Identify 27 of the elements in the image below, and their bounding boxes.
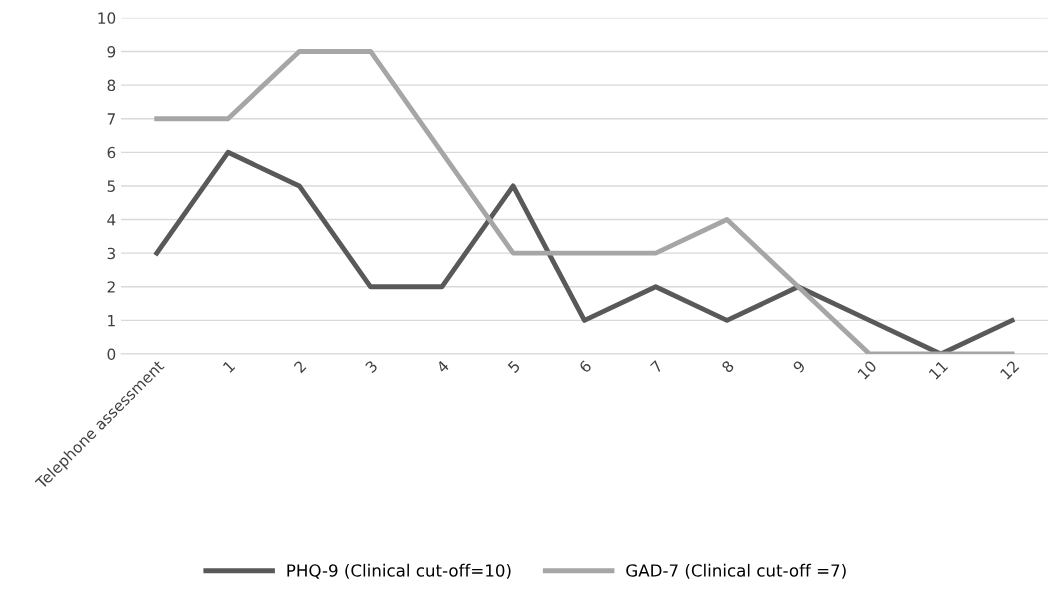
y-tick-label: 5: [107, 180, 115, 192]
x-tick-label: 1: [222, 360, 236, 373]
y-tick-label: 9: [107, 45, 116, 58]
legend-label: GAD-7 (Clinical cut-off =7): [626, 563, 846, 579]
x-tick-label: 8: [721, 359, 735, 374]
x-tick-label: 10: [857, 359, 878, 380]
x-tick-label: 2: [293, 360, 307, 374]
x-tick-label: 12: [999, 360, 1020, 380]
y-tick-label: 3: [107, 247, 116, 260]
y-tick-label: 8: [107, 79, 116, 92]
x-tick-label: 7: [650, 360, 663, 374]
x-tick-label: 6: [578, 359, 593, 374]
y-tick-label: 6: [107, 146, 116, 159]
y-tick-label: 2: [107, 281, 115, 293]
x-tick-label: 9: [792, 359, 806, 374]
y-tick-label: 7: [107, 113, 115, 125]
y-tick-label: 1: [108, 315, 115, 327]
y-tick-label: 4: [107, 214, 116, 226]
x-tick-label: 4: [435, 359, 450, 374]
x-tick-label: 11: [928, 360, 949, 380]
y-tick-label: 10: [98, 12, 116, 24]
x-tick-label: 3: [364, 359, 379, 374]
legend-label: PHQ-9 (Clinical cut-off=10): [287, 563, 511, 579]
line-series: [154, 149, 1015, 355]
x-tick-label: 5: [507, 360, 521, 374]
y-tick-label: 0: [107, 348, 116, 361]
line-series: [154, 49, 1015, 355]
